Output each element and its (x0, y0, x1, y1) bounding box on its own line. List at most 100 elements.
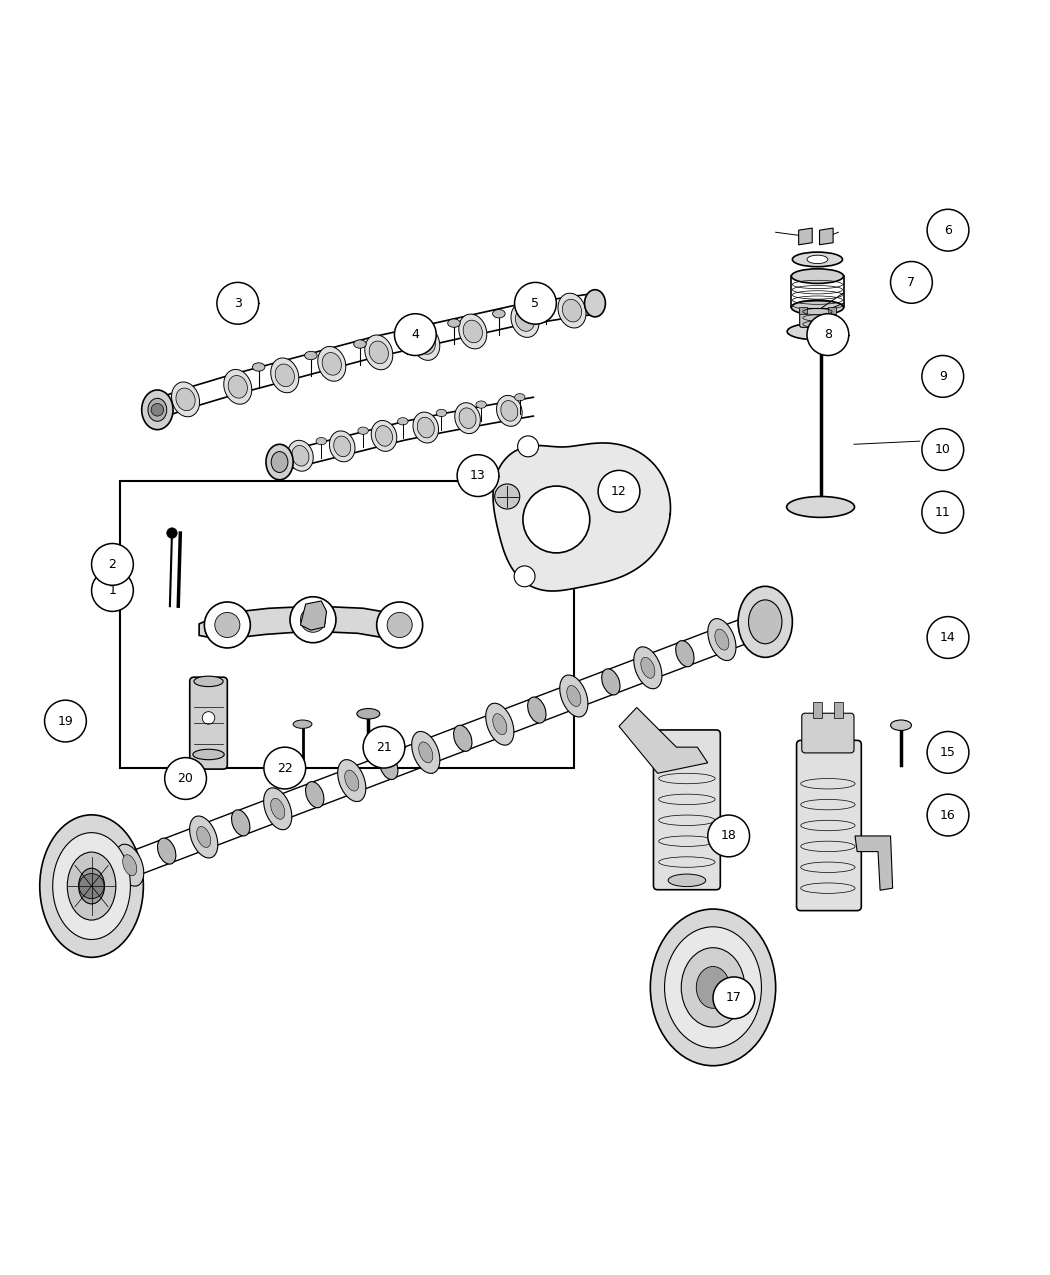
Ellipse shape (715, 629, 729, 650)
Circle shape (215, 612, 239, 638)
Ellipse shape (304, 352, 317, 360)
Ellipse shape (228, 376, 248, 398)
Ellipse shape (492, 714, 507, 734)
Ellipse shape (292, 445, 309, 467)
Ellipse shape (558, 293, 586, 328)
Ellipse shape (52, 833, 130, 940)
Text: 11: 11 (934, 506, 950, 519)
Ellipse shape (792, 300, 843, 315)
Ellipse shape (271, 358, 299, 393)
Ellipse shape (193, 750, 225, 760)
Text: 7: 7 (907, 275, 916, 289)
Ellipse shape (116, 844, 144, 886)
Ellipse shape (749, 601, 782, 644)
FancyBboxPatch shape (800, 309, 835, 328)
Text: 12: 12 (611, 484, 627, 497)
Ellipse shape (416, 332, 436, 354)
Ellipse shape (567, 686, 581, 706)
Text: 3: 3 (234, 297, 242, 310)
Ellipse shape (252, 363, 265, 371)
Ellipse shape (792, 269, 843, 283)
Ellipse shape (497, 395, 522, 426)
Ellipse shape (190, 816, 217, 858)
Ellipse shape (668, 875, 706, 886)
Bar (120, 481, 574, 768)
Circle shape (523, 486, 590, 553)
Ellipse shape (681, 947, 744, 1028)
Polygon shape (494, 442, 671, 592)
Ellipse shape (454, 725, 471, 751)
Ellipse shape (514, 394, 525, 400)
Circle shape (217, 282, 258, 324)
Ellipse shape (306, 782, 323, 808)
Circle shape (44, 700, 86, 742)
Polygon shape (799, 228, 813, 245)
Ellipse shape (511, 302, 539, 338)
Circle shape (514, 566, 536, 586)
Bar (814, 701, 821, 718)
FancyBboxPatch shape (653, 729, 720, 890)
Text: 19: 19 (58, 714, 74, 728)
Polygon shape (799, 307, 807, 314)
Circle shape (395, 314, 436, 356)
Ellipse shape (322, 353, 341, 375)
Ellipse shape (148, 398, 167, 421)
Ellipse shape (376, 426, 393, 446)
Ellipse shape (196, 826, 211, 848)
Circle shape (922, 428, 964, 470)
Ellipse shape (40, 815, 144, 958)
Ellipse shape (266, 444, 293, 479)
Circle shape (495, 484, 520, 509)
Ellipse shape (398, 418, 408, 425)
Circle shape (807, 314, 848, 356)
Circle shape (167, 528, 177, 538)
Ellipse shape (602, 669, 620, 695)
Ellipse shape (708, 618, 736, 660)
Circle shape (922, 491, 964, 533)
Ellipse shape (401, 329, 414, 338)
Circle shape (922, 356, 964, 398)
Ellipse shape (738, 586, 793, 658)
FancyBboxPatch shape (797, 741, 861, 910)
Circle shape (91, 543, 133, 585)
Text: 9: 9 (939, 370, 947, 382)
Ellipse shape (788, 323, 847, 340)
Ellipse shape (501, 400, 518, 421)
Ellipse shape (334, 436, 351, 456)
Ellipse shape (275, 365, 294, 386)
Circle shape (79, 873, 104, 899)
Ellipse shape (293, 720, 312, 728)
Polygon shape (200, 606, 421, 640)
Ellipse shape (455, 403, 480, 434)
Text: 20: 20 (177, 771, 193, 785)
Ellipse shape (357, 709, 380, 719)
Text: 13: 13 (470, 469, 486, 482)
Ellipse shape (232, 810, 250, 836)
Circle shape (387, 612, 413, 638)
Ellipse shape (380, 754, 398, 779)
Ellipse shape (344, 770, 359, 790)
Ellipse shape (650, 909, 776, 1066)
Text: 18: 18 (720, 830, 737, 843)
Ellipse shape (271, 798, 285, 820)
Ellipse shape (318, 347, 345, 381)
Circle shape (300, 607, 326, 632)
FancyBboxPatch shape (802, 713, 854, 754)
Ellipse shape (176, 388, 195, 411)
Circle shape (598, 470, 639, 513)
Ellipse shape (171, 382, 200, 417)
Ellipse shape (412, 732, 440, 774)
Ellipse shape (436, 409, 446, 417)
Circle shape (708, 815, 750, 857)
Text: 6: 6 (944, 223, 952, 237)
Ellipse shape (264, 788, 292, 830)
Ellipse shape (665, 927, 761, 1048)
Ellipse shape (370, 340, 388, 363)
Ellipse shape (793, 252, 842, 266)
Ellipse shape (486, 704, 513, 745)
Circle shape (927, 794, 969, 836)
Text: 21: 21 (376, 741, 392, 754)
Circle shape (290, 597, 336, 643)
Circle shape (151, 404, 164, 416)
Ellipse shape (271, 451, 288, 473)
